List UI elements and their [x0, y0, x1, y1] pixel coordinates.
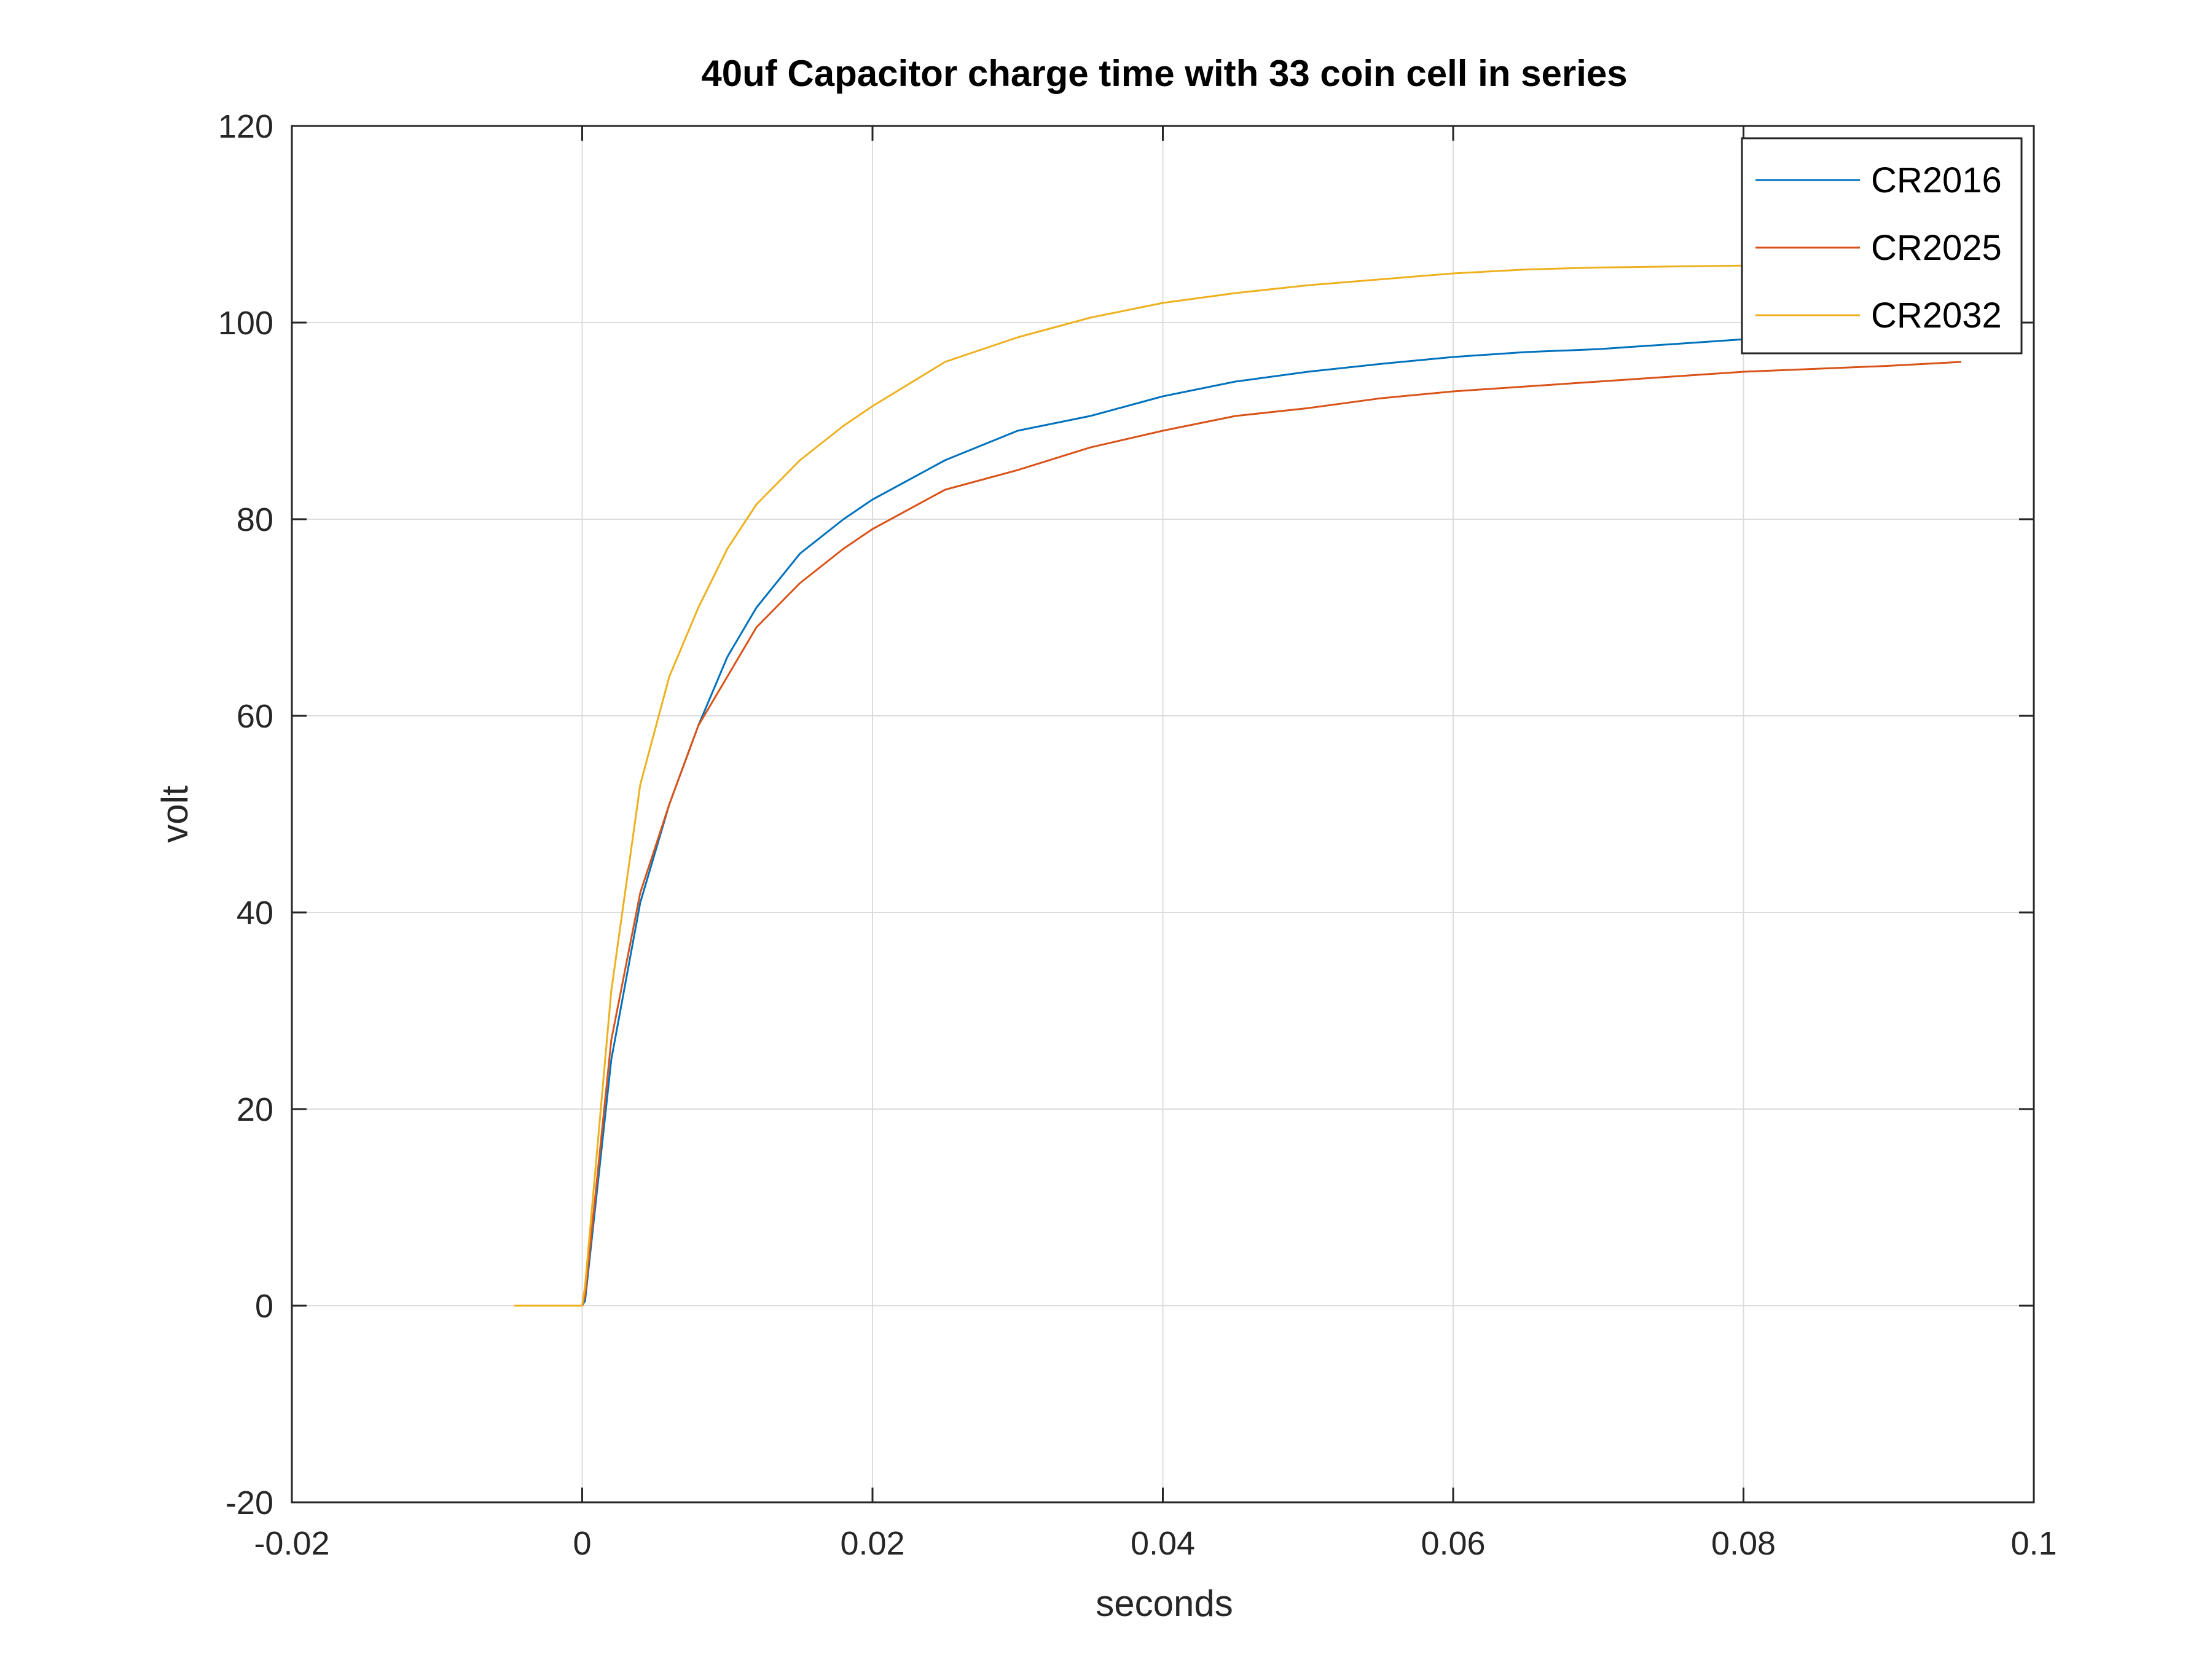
- x-tick-label: 0.1: [2010, 1525, 2057, 1562]
- tick-layer: -0.02 0 0.02 0.04 0.06 0.08 0.1 -20 0 20 40 60 80 100…: [218, 108, 2057, 1562]
- x-tick-label: 0: [573, 1525, 591, 1562]
- y-tick-label: -20: [226, 1484, 273, 1521]
- legend-box: [1741, 137, 2023, 355]
- x-tick-label: 0.02: [840, 1525, 904, 1562]
- y-tick-label: 20: [237, 1091, 273, 1128]
- y-tick-label: 120: [218, 108, 273, 145]
- x-tick-label: 0.08: [1711, 1525, 1776, 1562]
- chart-title: 40uf Capacitor charge time with 33 coin …: [701, 53, 1627, 94]
- y-tick-label: 100: [218, 305, 273, 342]
- legend-label: CR2016: [1871, 160, 2002, 200]
- series-line-cr2016: [514, 325, 1961, 1307]
- series-layer: [514, 264, 1961, 1307]
- legend: CR2016 CR2025 CR2032: [1741, 137, 2023, 355]
- legend-label: CR2025: [1871, 228, 2002, 268]
- y-axis-label: volt: [154, 785, 195, 843]
- x-tick-label: 0.04: [1131, 1525, 1195, 1562]
- y-tick-label: 0: [255, 1288, 273, 1325]
- x-tick-label: 0.06: [1421, 1525, 1485, 1562]
- x-tick-label: -0.02: [254, 1525, 329, 1562]
- y-tick-label: 60: [237, 698, 273, 735]
- series-line-cr2025: [514, 361, 1961, 1307]
- series-line-cr2032: [514, 264, 1961, 1307]
- x-axis-label: seconds: [1096, 1583, 1233, 1624]
- legend-label: CR2032: [1871, 296, 2002, 335]
- y-tick-label: 80: [237, 501, 273, 538]
- y-tick-label: 40: [237, 895, 273, 931]
